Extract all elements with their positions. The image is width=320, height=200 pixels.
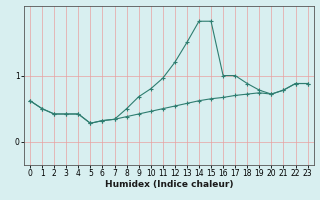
X-axis label: Humidex (Indice chaleur): Humidex (Indice chaleur) <box>105 180 233 189</box>
